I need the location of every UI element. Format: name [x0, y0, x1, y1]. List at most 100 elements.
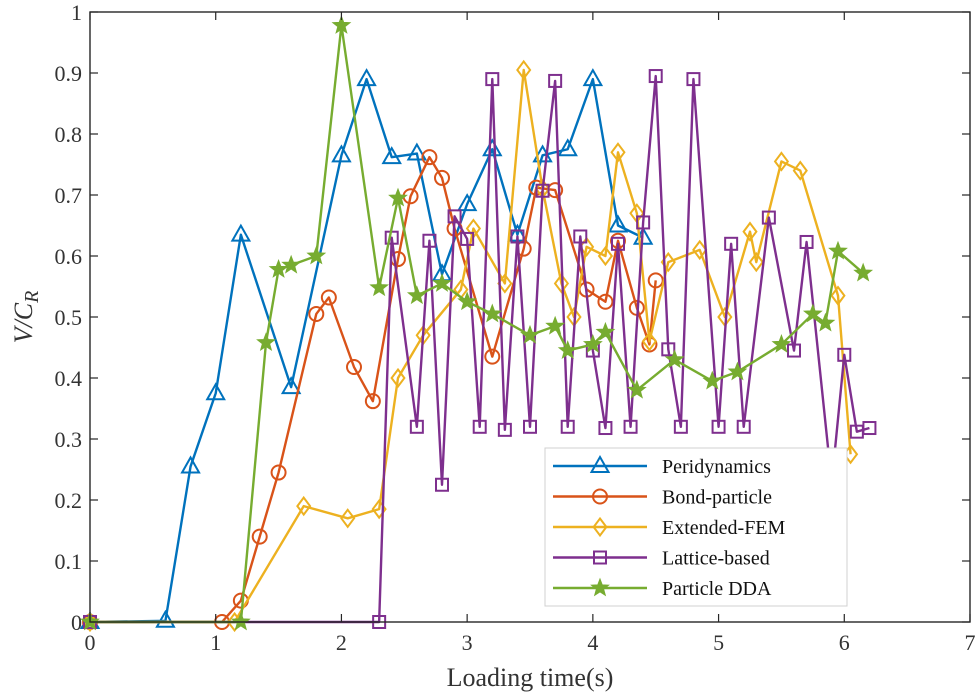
axes: 0 1 2 3 4 5 6 7 0 0.1 0.2 0.3 0.4 0.5 0.6 0.7 0.8 0.9 1	[55, 0, 976, 655]
x-tick-label: 4	[587, 630, 598, 655]
data-point-lattice-based	[485, 72, 500, 87]
data-point-peridynamics	[155, 609, 176, 628]
legend-entry-particle-dda: Particle DDA	[553, 577, 772, 600]
data-point-particle-dda	[457, 291, 478, 311]
data-point-bond-particle	[484, 348, 501, 365]
data-point-extended-fem	[390, 367, 406, 389]
legend-marker-peridynamics	[589, 454, 611, 473]
data-point-bond-particle	[421, 149, 438, 166]
data-point-lattice-based	[711, 419, 726, 434]
data-point-particle-dda	[306, 245, 327, 265]
series-line-peridynamics	[89, 77, 644, 624]
y-axis-title: V/CR	[9, 291, 43, 344]
data-point-peridynamics	[356, 68, 377, 87]
data-point-peridynamics	[406, 142, 428, 161]
data-point-particle-dda	[369, 277, 390, 297]
y-tick-label: 0.3	[55, 427, 83, 452]
data-point-particle-dda	[626, 379, 647, 399]
data-point-particle-dda	[853, 262, 874, 282]
data-point-lattice-based	[673, 419, 688, 434]
data-point-particle-dda	[268, 259, 289, 278]
data-point-lattice-based	[548, 73, 563, 88]
data-point-particle-dda	[406, 285, 427, 305]
legend-entry-lattice-based: Lattice-based	[553, 548, 770, 570]
data-point-lattice-based	[736, 419, 751, 434]
data-point-lattice-based	[510, 229, 525, 244]
data-point-lattice-based	[422, 233, 437, 248]
data-point-extended-fem	[692, 239, 708, 261]
data-point-particle-dda	[545, 315, 566, 335]
data-point-lattice-based	[523, 419, 537, 434]
data-point-particle-dda	[771, 334, 792, 353]
data-point-lattice-based	[761, 210, 776, 225]
data-point-particle-dda	[520, 324, 540, 344]
data-point-lattice-based	[560, 419, 575, 434]
legend-label-bond-particle: Bond-particle	[662, 487, 772, 509]
data-point-peridynamics	[381, 146, 402, 165]
y-axis-title-main: V/C	[9, 302, 38, 343]
y-tick-label: 0.8	[55, 122, 83, 147]
data-point-extended-fem	[597, 245, 614, 267]
y-tick-label: 0.5	[55, 305, 83, 330]
data-point-bond-particle	[597, 293, 614, 310]
data-point-extended-fem	[553, 273, 570, 294]
legend-entry-peridynamics: Peridynamics	[553, 454, 771, 478]
legend-label-peridynamics: Peridynamics	[662, 456, 771, 478]
data-point-peridynamics	[582, 68, 604, 87]
legend: Peridynamics Bond-particle Extended-FEM Lat…	[544, 447, 848, 607]
data-point-particle-dda	[582, 334, 603, 353]
legend-marker-bond-particle	[592, 488, 608, 505]
y-tick-label: 0.7	[55, 183, 83, 208]
data-point-peridynamics	[482, 138, 503, 157]
y-tick-label: 1	[71, 0, 82, 25]
data-point-particle-dda	[230, 611, 251, 631]
data-point-peridynamics	[331, 144, 352, 163]
series-line-bond-particle	[90, 155, 657, 624]
legend-marker-lattice-based	[593, 550, 607, 565]
data-point-lattice-based	[535, 183, 550, 198]
x-tick-label: 0	[85, 630, 96, 655]
legend-entry-bond-particle: Bond-particle	[553, 487, 772, 509]
data-point-bond-particle	[270, 464, 287, 481]
plot-area	[79, 15, 877, 633]
data-point-lattice-based	[661, 342, 676, 357]
data-point-extended-fem	[742, 221, 758, 242]
data-point-particle-dda	[595, 321, 616, 341]
series-line-extended-fem	[90, 68, 852, 624]
x-tick-label: 3	[462, 630, 473, 655]
data-point-lattice-based	[409, 419, 424, 434]
legend-label-extended-fem: Extended-FEM	[662, 517, 786, 539]
data-point-particle-dda	[664, 349, 685, 369]
data-point-bond-particle	[364, 393, 381, 410]
legend-entry-extended-fem: Extended-FEM	[553, 516, 786, 539]
data-point-peridynamics	[607, 214, 629, 233]
data-point-extended-fem	[773, 151, 790, 172]
data-point-lattice-based	[799, 234, 814, 249]
data-point-peridynamics	[180, 455, 201, 474]
legend-label-lattice-based: Lattice-based	[662, 548, 770, 570]
y-tick-label: 0.2	[55, 488, 83, 513]
data-point-peridynamics	[280, 376, 302, 395]
data-point-bond-particle	[320, 289, 337, 306]
x-tick-label: 5	[713, 630, 724, 655]
series-particle-dda	[80, 15, 874, 631]
data-point-particle-dda	[256, 332, 276, 352]
y-tick-label: 0	[71, 610, 82, 635]
y-tick-label: 0.1	[55, 549, 83, 574]
data-point-particle-dda	[482, 303, 503, 323]
y-axis-title-subscript: R	[21, 291, 43, 304]
legend-marker-particle-dda	[590, 577, 610, 597]
data-point-lattice-based	[837, 347, 852, 362]
data-point-bond-particle	[251, 528, 268, 545]
data-point-particle-dda	[557, 340, 578, 359]
data-point-lattice-based	[636, 215, 651, 230]
data-point-bond-particle	[308, 305, 325, 322]
x-axis-title: Loading time(s)	[447, 663, 614, 692]
y-tick-label: 0.4	[55, 366, 83, 391]
data-point-extended-fem	[830, 285, 846, 306]
x-tick-label: 2	[336, 630, 347, 655]
data-point-lattice-based	[648, 69, 663, 84]
data-point-particle-dda	[815, 312, 836, 332]
x-tick-label: 7	[965, 630, 976, 655]
data-point-lattice-based	[611, 236, 625, 251]
